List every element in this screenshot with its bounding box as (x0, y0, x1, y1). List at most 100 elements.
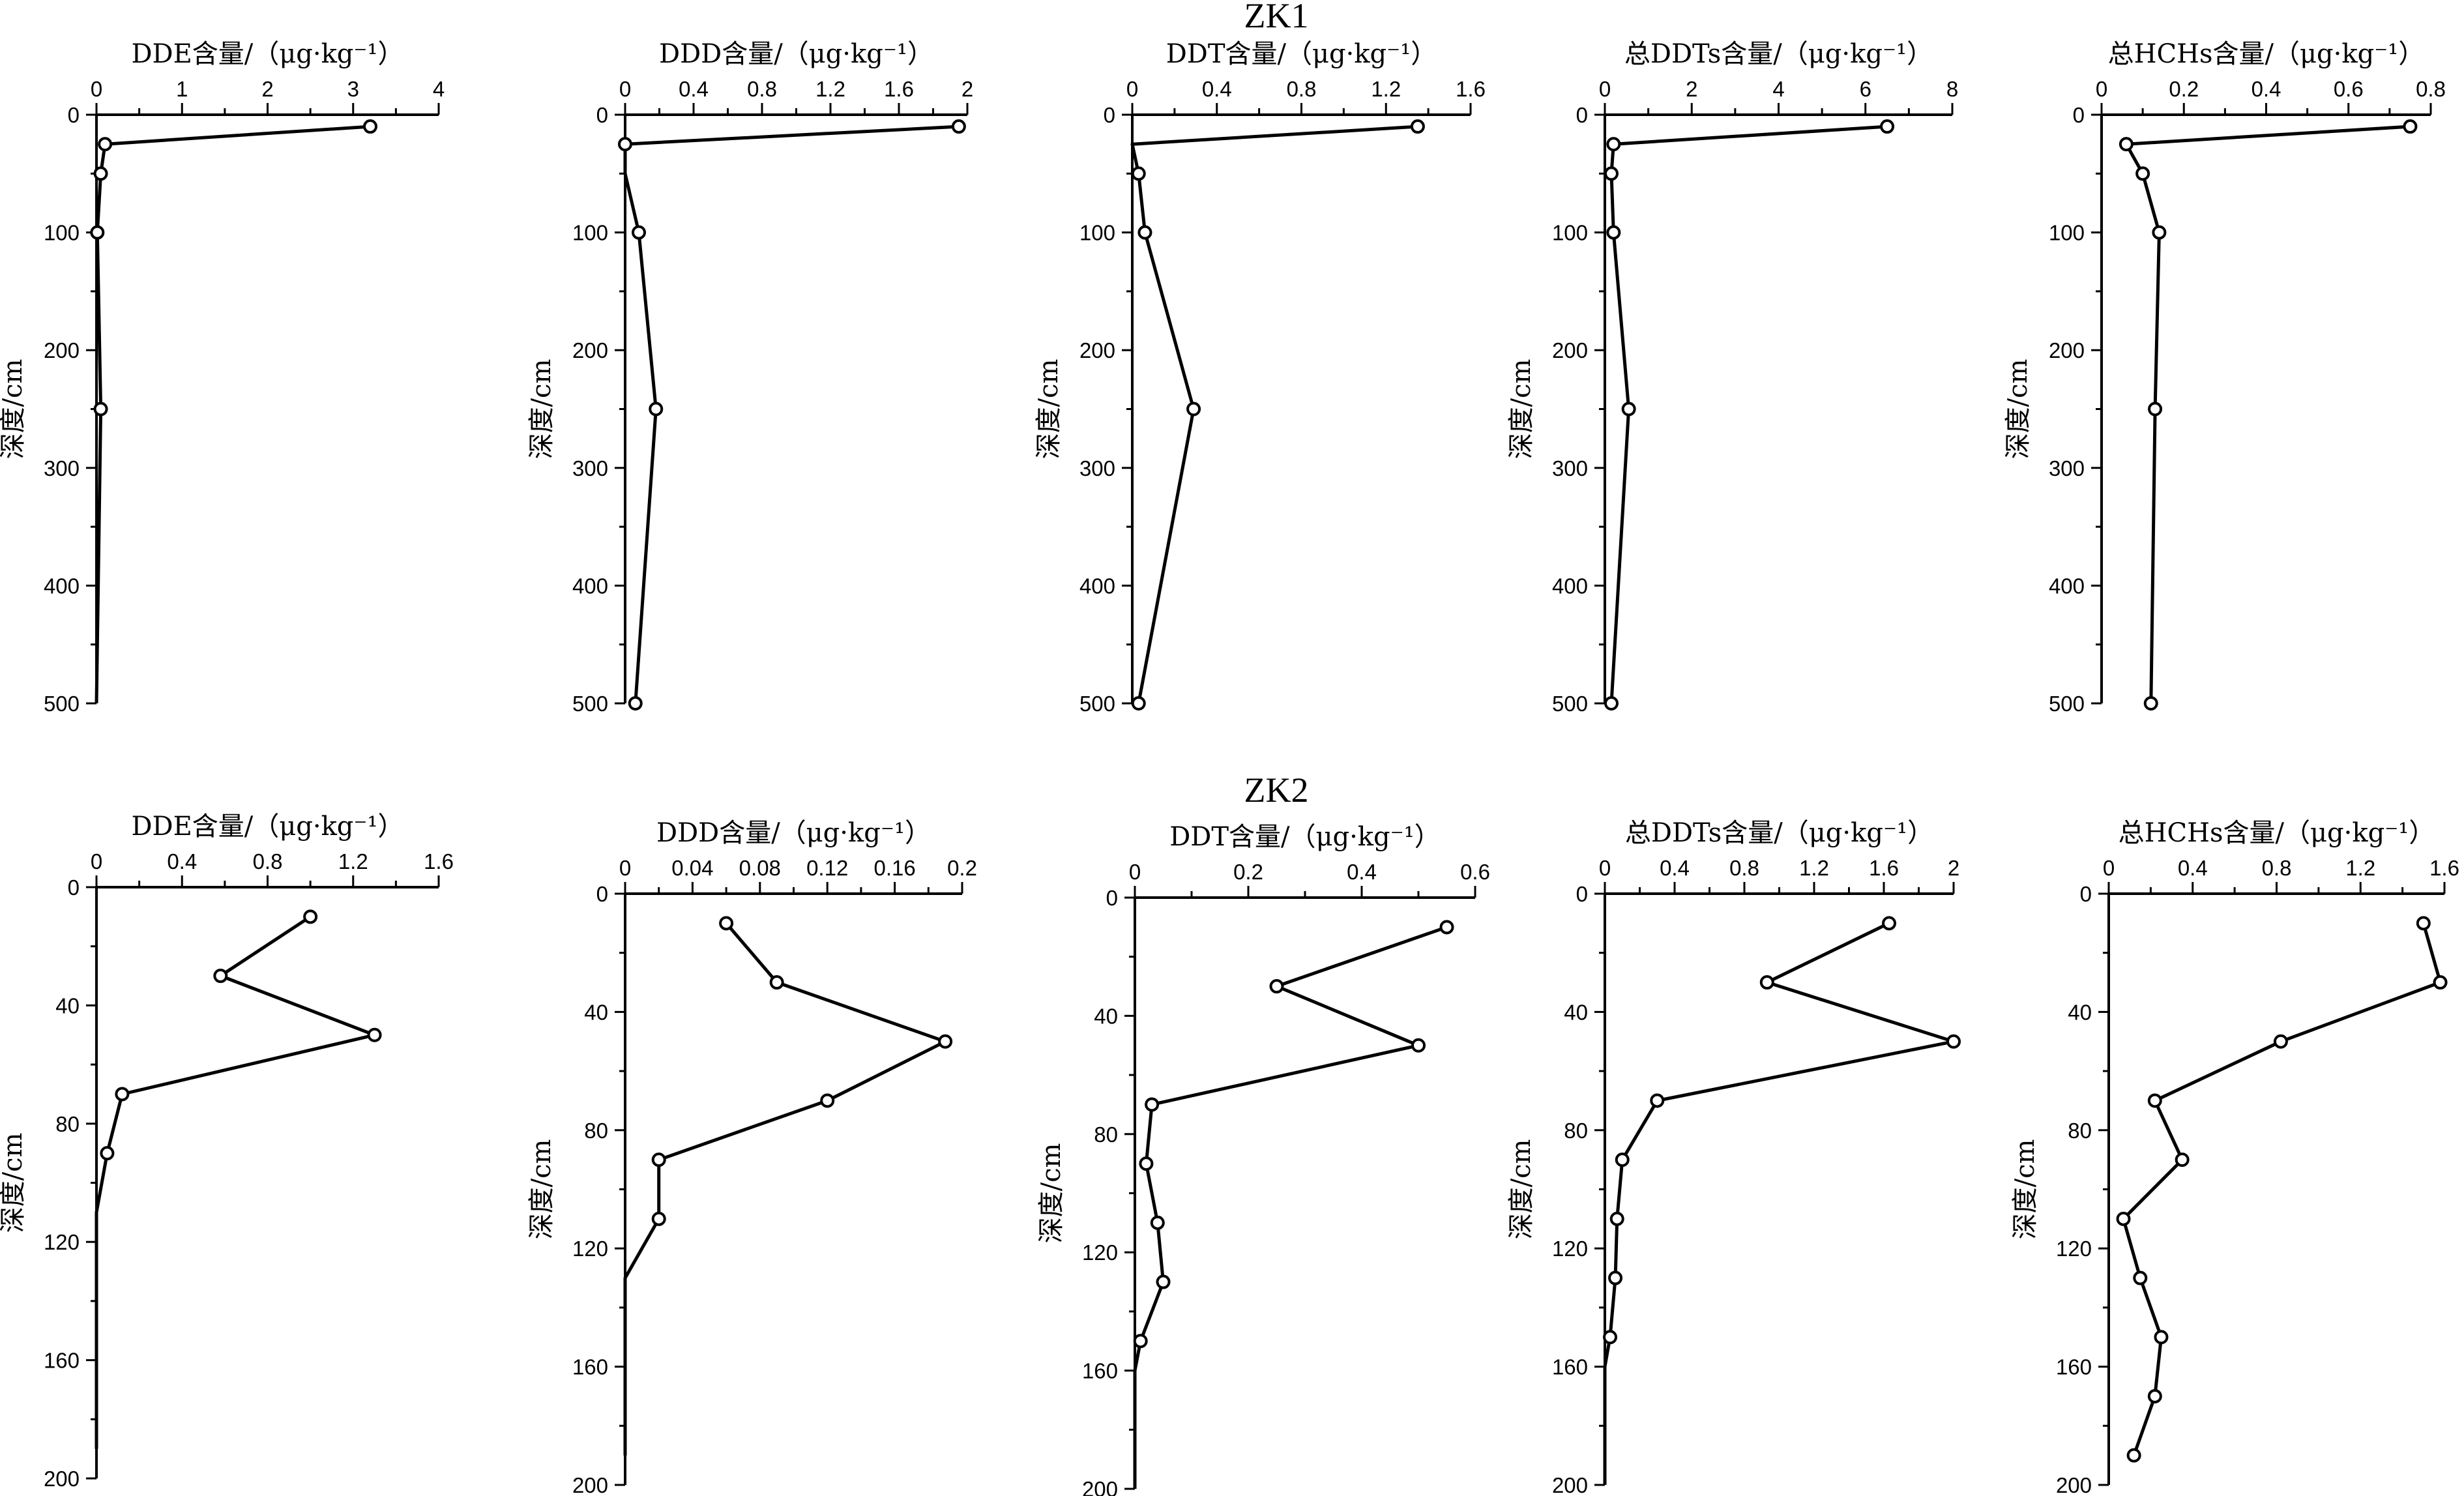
x-tick-label: 1.2 (1799, 856, 1829, 880)
data-point (367, 1027, 382, 1042)
data-point (2147, 1093, 2162, 1108)
y-axis-title: 深度/cm (0, 359, 28, 460)
data-point (1186, 402, 1201, 417)
data-point (115, 1087, 130, 1102)
data-point (303, 909, 318, 924)
x-tick-label: 0 (91, 849, 102, 873)
data-point (1156, 1274, 1171, 1289)
x-tick-label: 1.6 (424, 849, 454, 873)
data-point (1946, 1034, 1961, 1049)
x-tick-label: 0 (619, 77, 631, 101)
x-axis-title: 总HCHs含量/（μg·kg⁻¹） (2108, 39, 2425, 69)
x-tick-label: 0.4 (1202, 77, 1232, 101)
y-tick-label: 200 (1079, 338, 1115, 362)
x-tick-label: 0.6 (1460, 860, 1490, 884)
y-tick-label: 200 (1082, 1477, 1118, 1496)
group-title-zk1: ZK1 (1244, 0, 1309, 35)
x-tick-label: 1 (176, 77, 188, 101)
y-tick-label: 120 (44, 1230, 80, 1254)
x-axis-title: DDE含量/（μg·kg⁻¹） (131, 39, 403, 69)
x-tick-label: 0.04 (671, 856, 713, 880)
y-tick-label: 80 (55, 1112, 80, 1136)
y-tick-label: 300 (1079, 456, 1115, 480)
panel-zk2-9: 0 0.4 0.8 1.2 1.6 0 40 80 120 160 200 总HCHs含量/（μg·k… (2010, 818, 2459, 1496)
y-tick-label: 500 (2049, 692, 2085, 716)
y-axis-title: 深度/cm (0, 1133, 28, 1233)
x-tick-label: 8 (1946, 77, 1958, 101)
x-tick-label: 0 (2096, 77, 2107, 101)
y-tick-label: 100 (1079, 221, 1115, 245)
y-tick-label: 120 (1082, 1240, 1118, 1265)
panel-zk1-2: 0 0.4 0.8 1.2 1.6 0 100 200 300 400 500 DDT含量/（μg·k… (1034, 39, 1486, 716)
y-tick-label: 400 (2049, 574, 2085, 598)
data-point (1139, 1156, 1154, 1171)
data-point (2116, 1211, 2131, 1226)
y-tick-label: 0 (2080, 882, 2092, 906)
x-tick-label: 1.6 (884, 77, 914, 101)
y-axis-title: 深度/cm (527, 359, 557, 460)
x-tick-label: 0.4 (1660, 856, 1690, 880)
x-tick-label: 0.8 (253, 849, 283, 873)
panel-zk1-3: 0 2 4 6 8 0 100 200 300 400 500 总DDTs含量/（μg·kg⁻¹） 深度… (1506, 39, 1958, 716)
x-tick-label: 1.2 (2345, 856, 2375, 880)
x-tick-label: 0 (2103, 856, 2115, 880)
data-point (628, 696, 643, 711)
y-tick-label: 400 (572, 574, 608, 598)
y-tick-label: 100 (572, 221, 608, 245)
y-tick-label: 300 (572, 456, 608, 480)
data-point (951, 119, 966, 134)
y-tick-label: 120 (2056, 1237, 2092, 1261)
data-point (632, 225, 646, 240)
data-point (1882, 916, 1897, 931)
x-tick-label: 2 (1948, 856, 1959, 880)
y-axis-title: 深度/cm (2003, 359, 2033, 460)
x-tick-label: 0.4 (2178, 856, 2208, 880)
x-tick-label: 3 (347, 77, 359, 101)
x-tick-label: 4 (433, 77, 445, 101)
data-point (2119, 137, 2134, 152)
y-tick-label: 40 (55, 993, 80, 1018)
y-tick-label: 200 (2049, 338, 2085, 362)
y-tick-label: 200 (44, 1467, 80, 1491)
x-axis-title: DDE含量/（μg·kg⁻¹） (131, 812, 403, 842)
y-tick-label: 40 (1094, 1004, 1118, 1028)
data-point (651, 1152, 666, 1167)
panel-zk2-8: 0 0.4 0.8 1.2 1.6 2 0 40 80 120 160 200 总DDTs含量/（μg·… (1506, 818, 1961, 1496)
x-tick-label: 6 (1860, 77, 1871, 101)
y-tick-label: 400 (1552, 574, 1588, 598)
data-point (100, 1146, 115, 1161)
series-line (95, 915, 377, 1449)
y-tick-label: 100 (44, 221, 80, 245)
data-point (1609, 1211, 1624, 1226)
x-tick-label: 1.6 (2429, 856, 2459, 880)
x-tick-label: 1.2 (815, 77, 845, 101)
y-tick-label: 120 (572, 1237, 608, 1261)
group-title-zk2: ZK2 (1244, 770, 1309, 810)
y-tick-label: 500 (1079, 692, 1115, 716)
data-point (1606, 225, 1621, 240)
series-line (2124, 125, 2411, 704)
x-tick-label: 0.2 (2169, 77, 2199, 101)
y-tick-label: 0 (1106, 886, 1118, 910)
y-tick-label: 0 (1576, 103, 1588, 127)
data-point (1411, 1038, 1426, 1053)
x-axis-title: DDT含量/（μg·kg⁻¹） (1169, 822, 1441, 852)
y-axis-title: 深度/cm (1506, 1139, 1536, 1240)
data-point (2416, 916, 2431, 931)
x-tick-label: 0.4 (2251, 77, 2281, 101)
data-point (1880, 119, 1895, 134)
series-line (623, 922, 947, 1456)
x-tick-label: 0 (1599, 77, 1611, 101)
x-tick-label: 2 (261, 77, 273, 101)
x-tick-label: 0.4 (167, 849, 197, 873)
data-point (2433, 975, 2448, 990)
y-tick-label: 40 (1564, 1000, 1588, 1024)
data-point (938, 1034, 953, 1049)
data-point (2154, 1330, 2169, 1345)
series-line (95, 125, 371, 704)
x-tick-label: 0 (1599, 856, 1611, 880)
data-point (618, 137, 632, 152)
y-axis-title: 深度/cm (527, 1139, 557, 1240)
data-point (2133, 1270, 2148, 1285)
